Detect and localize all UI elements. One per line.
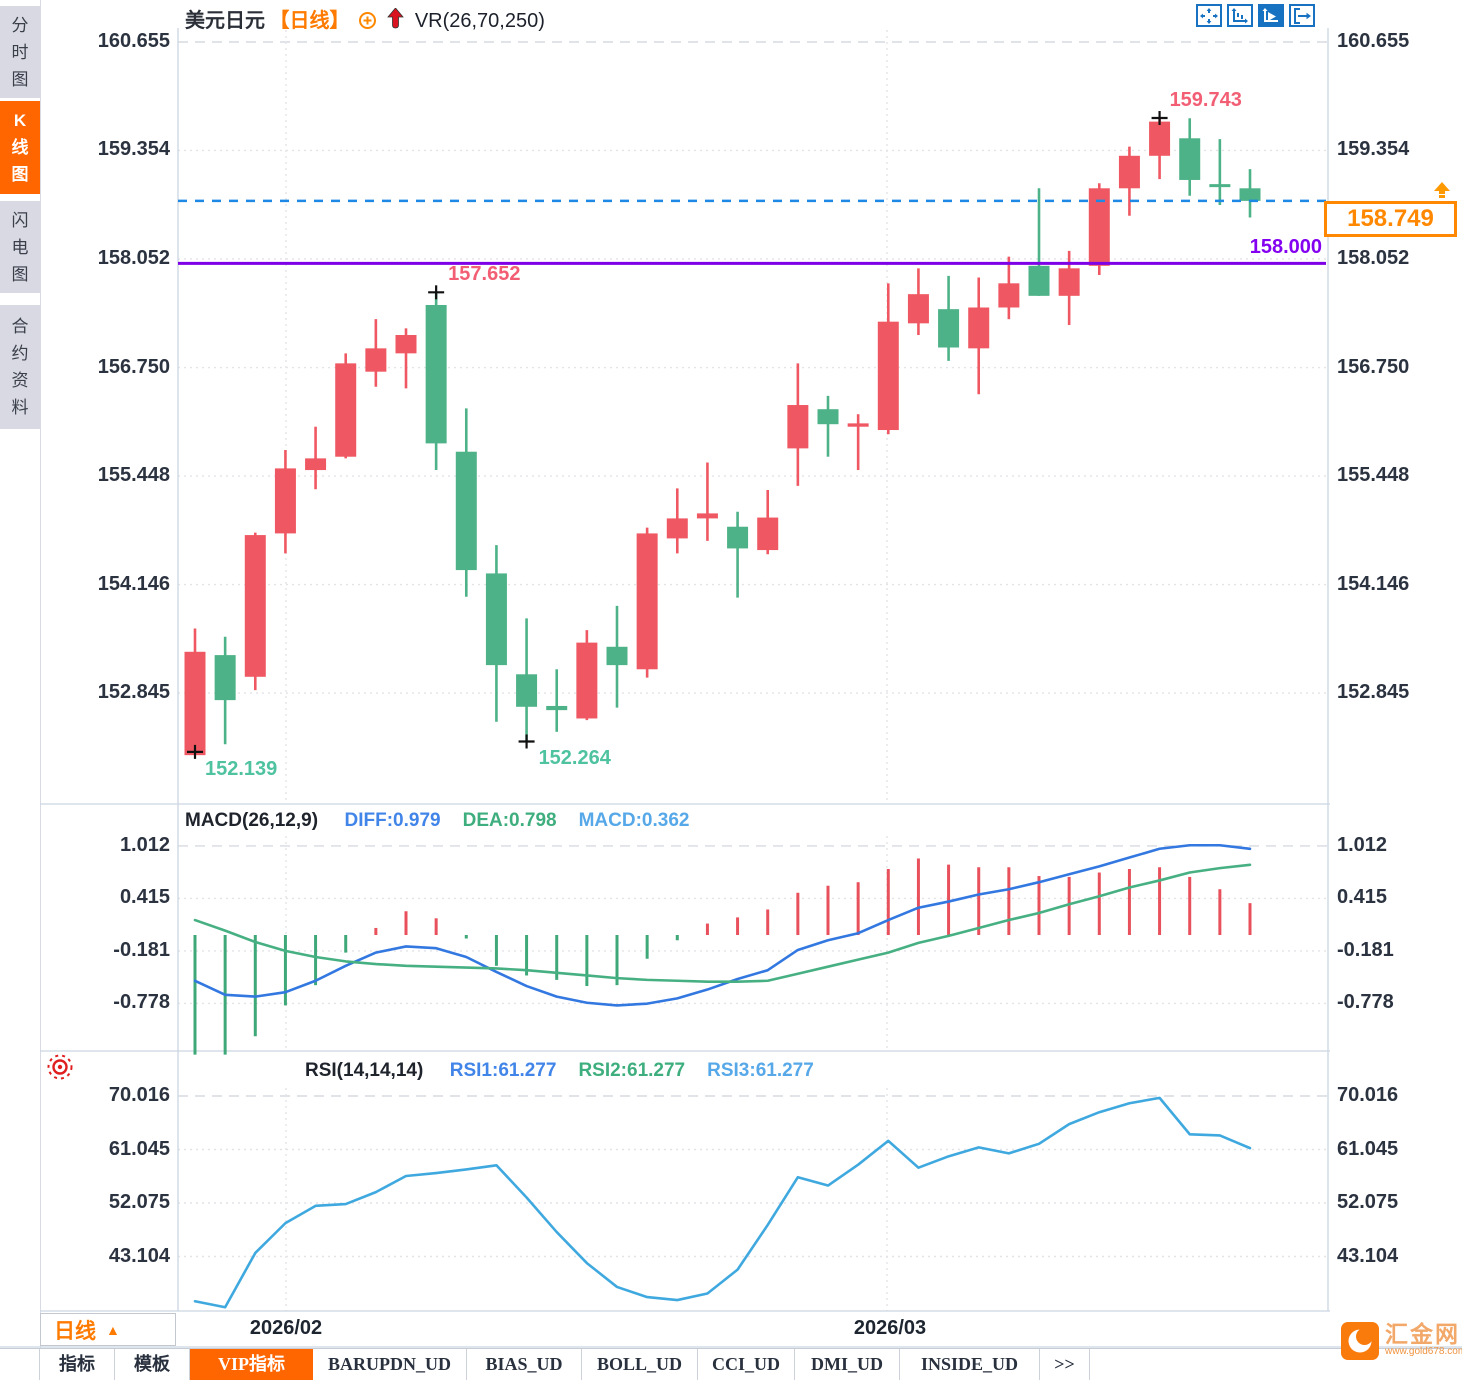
- indicator-value-label: MACD:0.362: [578, 810, 690, 831]
- indicator-value-label: DEA:0.798: [462, 810, 557, 831]
- x-axis-date: 2026/03: [853, 1317, 927, 1339]
- macd-header: MACD(26,12,9) DIFF:0.979 DEA:0.798 MACD:0.…: [185, 810, 689, 832]
- triangle-up-icon: ▲: [106, 1321, 120, 1338]
- macd-title[interactable]: MACD(26,12,9): [185, 810, 319, 831]
- red-up-arrow-icon: [387, 7, 405, 35]
- sidebar-tab-3[interactable]: 闪电图: [0, 201, 40, 293]
- macd-values: DIFF:0.979 DEA:0.798 MACD:0.362: [323, 810, 690, 831]
- bottom-tab-inside_ud[interactable]: INSIDE_UD: [900, 1349, 1040, 1380]
- indicator-value-label: RSI1:61.277: [449, 1060, 557, 1081]
- indicator-tabbar: 指标 模板 VIP指标 BARUPDN_UD BIAS_UD BOLL_UD CCI_UD D…: [0, 1348, 1462, 1380]
- candles: [184, 118, 1261, 756]
- pan-crosshair-icon[interactable]: [1196, 4, 1222, 27]
- rsi-values: RSI1:61.277 RSI2:61.277 RSI3:61.277: [428, 1060, 814, 1081]
- bottom-tab-barupdn_ud[interactable]: BARUPDN_UD: [313, 1349, 467, 1380]
- indicator-label[interactable]: VR(26,70,250): [414, 10, 545, 32]
- chart-canvas: [0, 28, 1462, 1348]
- bottom-tab-boll_ud[interactable]: BOLL_UD: [582, 1349, 698, 1380]
- symbol-name: 美元日元: [185, 10, 265, 32]
- sidebar-tab-4[interactable]: 合约资料: [0, 305, 40, 429]
- bottom-tab-[interactable]: 模板: [115, 1349, 190, 1380]
- watermark-name: 汇金网: [1385, 1321, 1460, 1347]
- zoom-axes-icon[interactable]: [1227, 4, 1253, 27]
- indicator-value-label: RSI2:61.277: [578, 1060, 686, 1081]
- price-up-arrow-icon: [1433, 182, 1451, 207]
- circle-plus-icon[interactable]: [358, 11, 377, 35]
- indicator-settings-icon[interactable]: [45, 1052, 75, 1087]
- watermark-url: www.gold678.com: [1385, 1346, 1462, 1357]
- exit-panel-icon[interactable]: [1289, 4, 1315, 27]
- site-logo-icon: [1341, 1322, 1379, 1360]
- bottom-tab-bias_ud[interactable]: BIAS_UD: [467, 1349, 582, 1380]
- sidebar-tab-1[interactable]: 分时图: [0, 6, 40, 98]
- watermark: 汇金网 www.gold678.com: [1341, 1322, 1462, 1360]
- bottom-tab-cci_ud[interactable]: CCI_UD: [698, 1349, 795, 1380]
- bottom-tab-vip[interactable]: VIP指标: [190, 1349, 313, 1380]
- bottom-tab-[interactable]: 指标: [40, 1349, 115, 1380]
- period-tag[interactable]: 【日线】: [269, 10, 350, 32]
- indicator-value-label: DIFF:0.979: [344, 810, 441, 831]
- play-axes-icon[interactable]: [1258, 4, 1284, 27]
- chart-title: 美元日元 【日线】 VR(26,70,250): [185, 4, 545, 35]
- indicator-value-label: RSI3:61.277: [707, 1060, 814, 1081]
- period-selector[interactable]: 日线 ▲: [40, 1313, 176, 1346]
- rsi-title[interactable]: RSI(14,14,14): [305, 1060, 424, 1081]
- rsi-header: RSI(14,14,14) RSI1:61.277 RSI2:61.277 RSI3…: [305, 1060, 814, 1082]
- tabbar-corner: [0, 1349, 40, 1380]
- x-axis-date: 2026/02: [249, 1317, 323, 1339]
- period-label: 日线: [54, 1319, 96, 1343]
- bottom-tab->>[interactable]: >>: [1040, 1349, 1090, 1380]
- current-price-tag: 158.749: [1324, 201, 1457, 237]
- bottom-tab-dmi_ud[interactable]: DMI_UD: [795, 1349, 900, 1380]
